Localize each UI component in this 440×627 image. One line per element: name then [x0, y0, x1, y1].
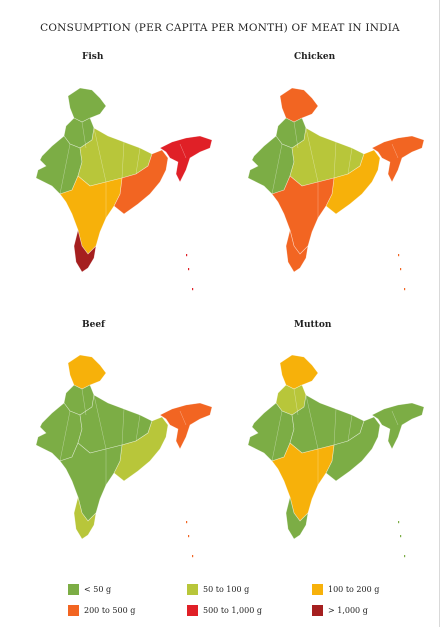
legend-swatch — [312, 584, 323, 595]
island-1 — [188, 535, 190, 538]
legend-swatch — [68, 605, 79, 616]
region-southtip — [73, 229, 97, 273]
legend-label: 200 to 500 g — [84, 606, 136, 615]
legend-item-50-100: 50 to 100 g — [187, 584, 249, 595]
state-boundary — [333, 141, 337, 179]
legend-label: 100 to 200 g — [328, 585, 380, 594]
region-south — [59, 175, 123, 255]
legend-item-lt50: < 50 g — [68, 584, 111, 595]
island-0 — [186, 254, 188, 257]
region-north — [279, 87, 319, 123]
state-boundary — [93, 394, 107, 450]
state-boundary — [81, 388, 87, 416]
region-north — [67, 354, 107, 390]
fish-map — [35, 87, 213, 291]
region-southtip — [73, 496, 97, 540]
region-southtip — [285, 496, 309, 540]
state-boundary — [391, 410, 399, 426]
figure-title: CONSUMPTION (PER CAPITA PER MONTH) OF ME… — [40, 22, 400, 34]
legend: < 50 g 50 to 100 g 100 to 200 g 200 to 5… — [0, 580, 440, 620]
island-2 — [192, 555, 194, 558]
region-south — [59, 442, 123, 522]
state-boundary — [391, 143, 399, 159]
region-northeast — [371, 135, 425, 183]
region-northeast — [159, 402, 213, 450]
state-boundary — [271, 143, 283, 195]
state-boundary — [121, 408, 125, 446]
region-northeast — [159, 135, 213, 183]
beef-map — [35, 354, 213, 558]
state-boundary — [347, 414, 353, 442]
legend-swatch — [312, 605, 323, 616]
mutton-map — [247, 354, 425, 558]
state-boundary — [59, 410, 71, 462]
state-boundary — [179, 143, 187, 159]
island-2 — [404, 288, 406, 291]
region-south — [271, 175, 335, 255]
region-east — [325, 149, 381, 215]
island-0 — [186, 521, 188, 524]
island-1 — [400, 268, 402, 271]
panel-label-beef: Beef — [82, 320, 105, 330]
legend-swatch — [187, 584, 198, 595]
region-north — [279, 354, 319, 390]
state-boundary — [121, 141, 125, 179]
state-boundary — [59, 143, 71, 195]
island-2 — [404, 555, 406, 558]
state-boundary — [347, 147, 353, 175]
panel-label-fish: Fish — [82, 52, 104, 62]
legend-item-100-200: 100 to 200 g — [312, 584, 379, 595]
island-0 — [398, 254, 400, 257]
state-boundary — [135, 414, 141, 442]
state-boundary — [93, 127, 107, 183]
panel-label-mutton: Mutton — [294, 320, 332, 330]
state-boundary — [135, 147, 141, 175]
region-east — [325, 416, 381, 482]
legend-label: 50 to 100 g — [203, 585, 250, 594]
legend-label: > 1,000 g — [328, 606, 368, 615]
chicken-map — [247, 87, 425, 291]
state-boundary — [81, 121, 87, 149]
island-0 — [398, 521, 400, 524]
island-1 — [188, 268, 190, 271]
region-east — [113, 149, 169, 215]
legend-label: 500 to 1,000 g — [203, 606, 262, 615]
state-boundary — [333, 408, 337, 446]
region-southtip — [285, 229, 309, 273]
region-northeast — [371, 402, 425, 450]
region-east — [113, 416, 169, 482]
legend-item-500-1000: 500 to 1,000 g — [187, 605, 262, 616]
legend-item-200-500: 200 to 500 g — [68, 605, 135, 616]
island-2 — [192, 288, 194, 291]
state-boundary — [293, 121, 299, 149]
region-north — [67, 87, 107, 123]
state-boundary — [179, 410, 187, 426]
legend-swatch — [187, 605, 198, 616]
panel-label-chicken: Chicken — [294, 52, 336, 62]
region-south — [271, 442, 335, 522]
state-boundary — [271, 410, 283, 462]
legend-item-gt1000: > 1,000 g — [312, 605, 368, 616]
island-1 — [400, 535, 402, 538]
state-boundary — [305, 127, 319, 183]
state-boundary — [293, 388, 299, 416]
state-boundary — [305, 394, 319, 450]
legend-label: < 50 g — [84, 585, 112, 594]
legend-swatch — [68, 584, 79, 595]
